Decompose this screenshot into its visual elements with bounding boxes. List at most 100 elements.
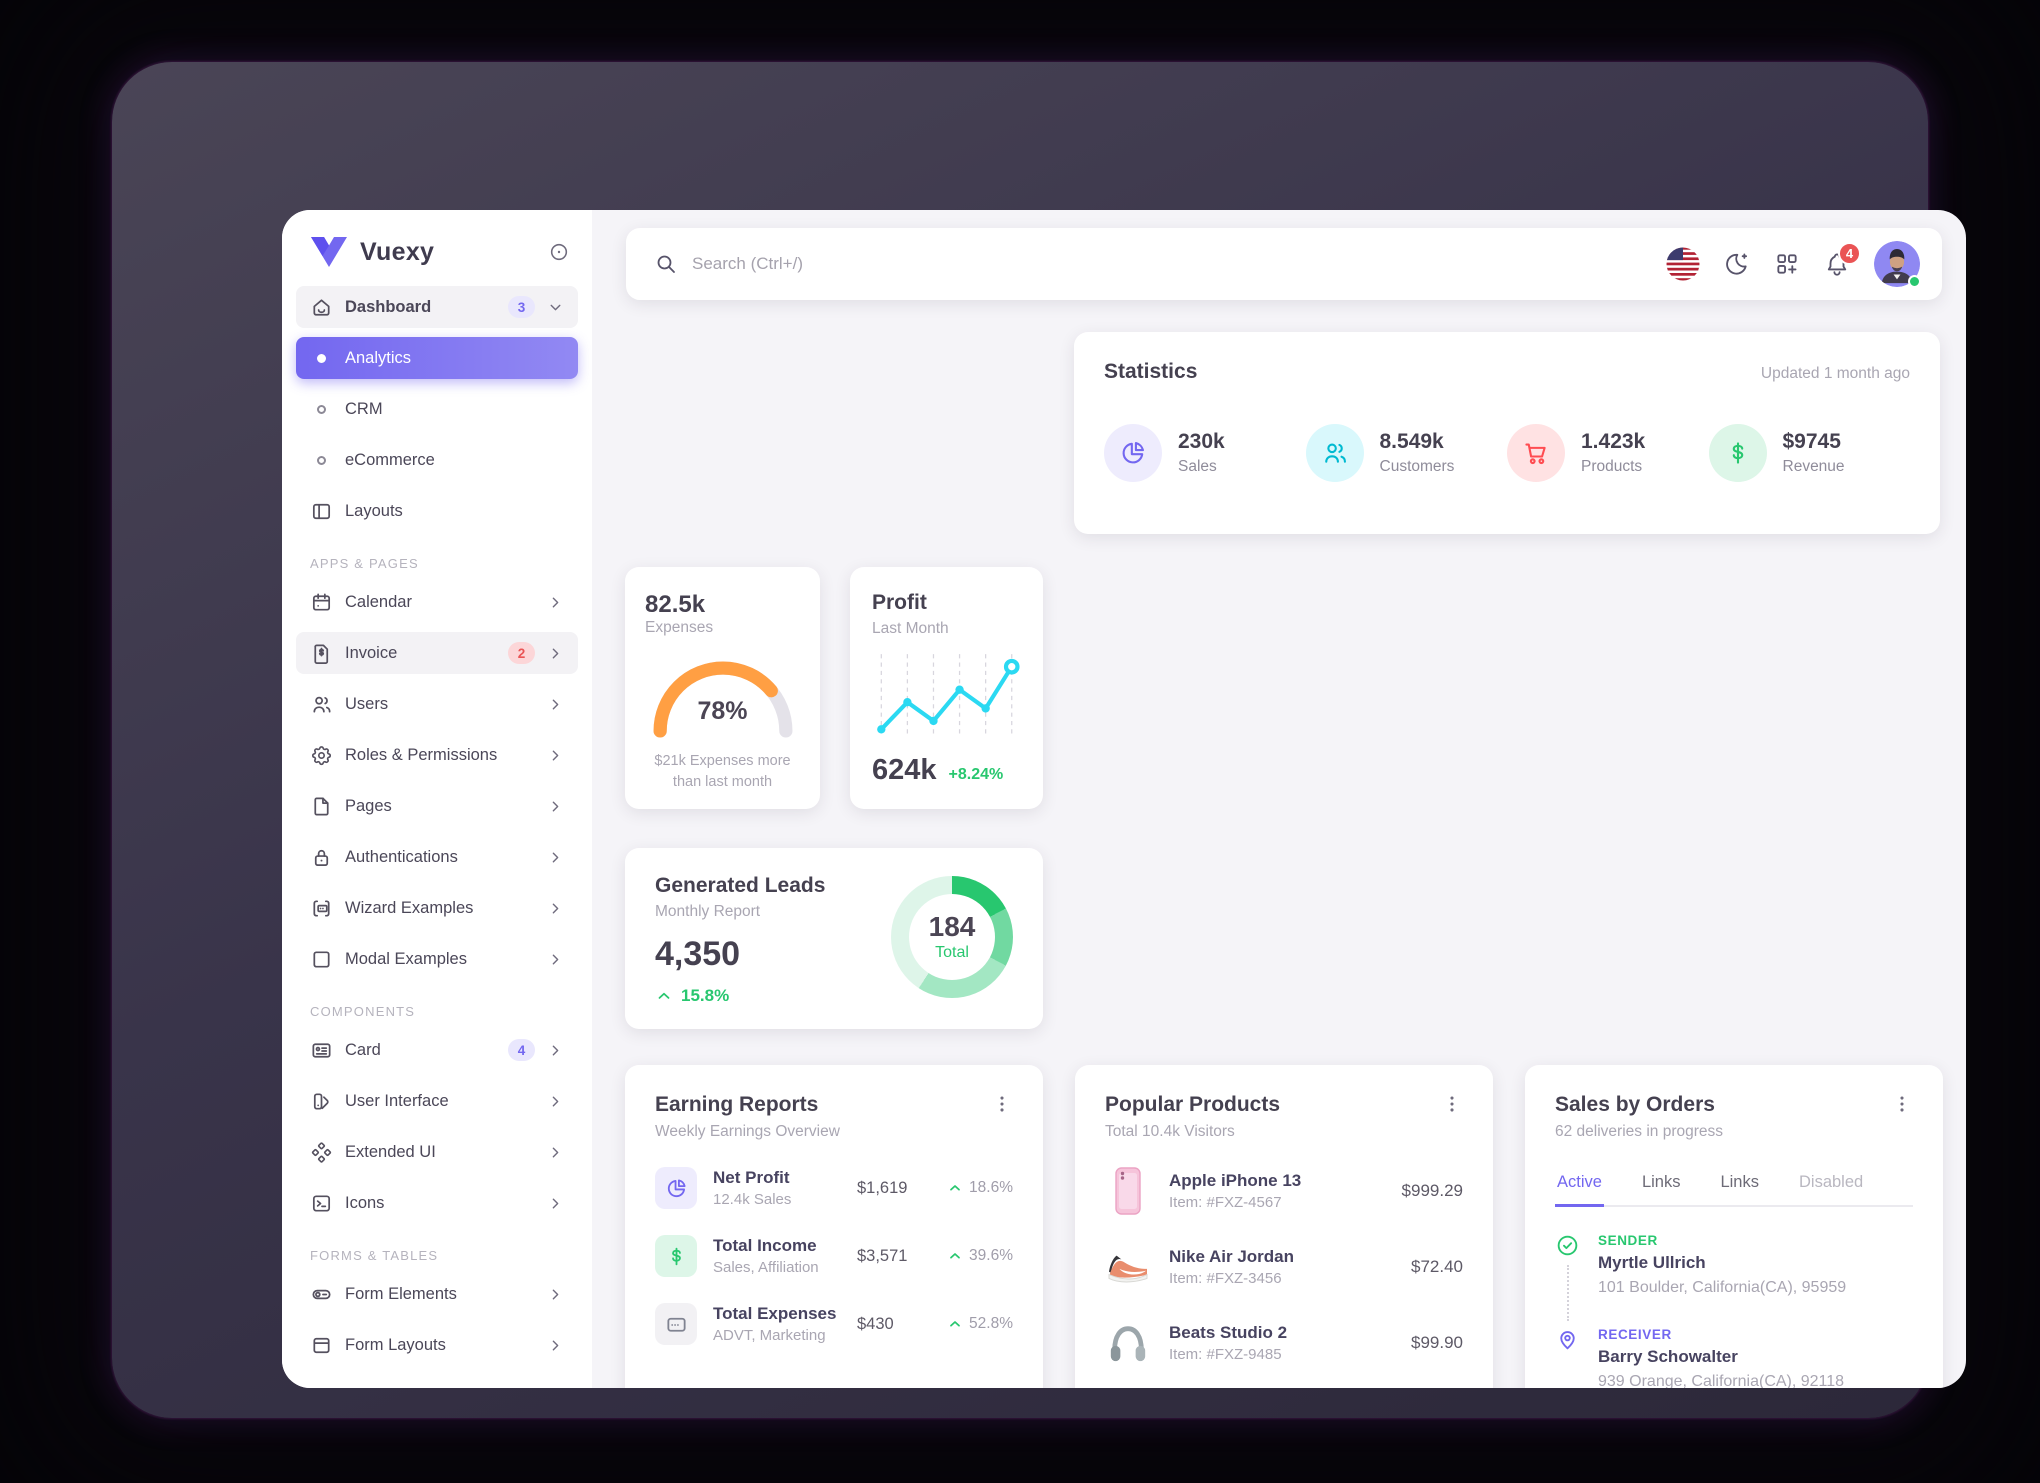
us-flag-icon[interactable] (1666, 247, 1700, 281)
sidebar-item-ecommerce[interactable]: eCommerce (296, 439, 578, 481)
stat-value: 8.549k (1379, 430, 1444, 453)
expenses-percent: 78% (697, 697, 748, 725)
tab-active[interactable]: Active (1555, 1165, 1604, 1207)
leads-title: Generated Leads (655, 874, 826, 897)
sidebar-item-label: CRM (345, 399, 383, 418)
product-item-code: Item: #FXZ-9485 (1169, 1346, 1282, 1363)
section-components: COMPONENTS (310, 1004, 416, 1019)
stat-revenue: $9745 Revenue (1708, 424, 1911, 482)
leads-subtitle: Monthly Report (655, 903, 761, 920)
orders-subtitle: 62 deliveries in progress (1555, 1123, 1724, 1140)
kebab-menu-icon[interactable] (1891, 1093, 1913, 1115)
products-subtitle: Total 10.4k Visitors (1105, 1123, 1235, 1140)
tab-links-2[interactable]: Links (1720, 1173, 1759, 1191)
sidebar-item-modal-examples[interactable]: Modal Examples (296, 938, 578, 980)
earning-row-value: $3,571 (857, 1246, 908, 1265)
online-status-dot (1908, 275, 1921, 288)
sidebar-item-layouts[interactable]: Layouts (296, 490, 578, 532)
sidebar-item-label: Card (345, 1040, 381, 1059)
expenses-value: 82.5k (645, 591, 706, 618)
chevron-right-icon (552, 699, 559, 709)
wizard-icon (313, 899, 330, 917)
sidebar-item-card[interactable]: Card 4 (296, 1029, 578, 1071)
sidebar-item-form-elements[interactable]: Form Elements (296, 1273, 578, 1315)
sidebar-item-label: Roles & Permissions (345, 745, 498, 764)
bullet-icon (317, 455, 326, 465)
check-circle-icon (1557, 1235, 1578, 1256)
profit-subtitle: Last Month (872, 620, 949, 637)
sidebar-item-analytics[interactable]: Analytics (296, 337, 578, 379)
sidebar-item-icons[interactable]: Icons (296, 1182, 578, 1224)
sidebar-item-users[interactable]: Users (296, 683, 578, 725)
sidebar-item-crm[interactable]: CRM (296, 388, 578, 430)
square-icon (313, 950, 330, 968)
sidebar-item-wizard-examples[interactable]: Wizard Examples (296, 887, 578, 929)
product-name: Beats Studio 2 (1169, 1323, 1288, 1342)
sidebar-item-label: Modal Examples (345, 949, 467, 968)
product-row-iphone[interactable]: Apple iPhone 13 Item: #FXZ-4567 $999.29 (1105, 1165, 1463, 1217)
diamonds-icon (311, 1141, 332, 1163)
user-avatar[interactable] (1874, 241, 1921, 288)
product-item-code: Item: #FXZ-4567 (1169, 1194, 1282, 1211)
sidebar-item-invoice[interactable]: Invoice 2 (296, 632, 578, 674)
sidebar-item-form-layouts[interactable]: Form Layouts (296, 1324, 578, 1366)
search-input[interactable] (692, 254, 1666, 274)
stat-products: 1.423k Products (1507, 424, 1709, 482)
caret-up-icon (950, 1253, 960, 1259)
earning-row-net-profit: Net Profit 12.4k Sales $1,619 18.6% (655, 1167, 1013, 1209)
users-icon (1305, 424, 1364, 482)
sidebar-item-label: Analytics (345, 348, 412, 367)
earning-row-subtitle: 12.4k Sales (713, 1191, 792, 1208)
product-row-nike[interactable]: Nike Air Jordan Item: #FXZ-3456 $72.40 (1105, 1241, 1463, 1293)
home-icon (313, 298, 330, 316)
product-row-beats[interactable]: Beats Studio 2 Item: #FXZ-9485 $99.90 (1105, 1317, 1463, 1369)
grid-plus-icon[interactable] (1774, 251, 1800, 277)
caret-up-icon (950, 1321, 960, 1327)
sender-name: Myrtle Ullrich (1598, 1253, 1706, 1272)
stat-label: Sales (1178, 458, 1217, 475)
sidebar-item-user-interface[interactable]: User Interface (296, 1080, 578, 1122)
sidebar-item-calendar[interactable]: Calendar (296, 581, 578, 623)
statistics-updated: Updated 1 month ago (1760, 365, 1910, 382)
earning-row-total-income: Total Income Sales, Affiliation $3,571 3… (655, 1235, 1013, 1277)
notifications-button[interactable]: 4 (1824, 242, 1861, 277)
product-item-code: Item: #FXZ-3456 (1169, 1270, 1282, 1287)
statistics-title: Statistics (1104, 360, 1198, 383)
profit-title: Profit (872, 591, 927, 614)
popular-products-card: Popular Products Total 10.4k Visitors A (1075, 1065, 1493, 1388)
sidebar-item-dashboard[interactable]: Dashboard 3 (296, 286, 578, 328)
donut-total-value: 184 (928, 910, 976, 942)
id-card-icon (312, 1042, 331, 1058)
kebab-menu-icon[interactable] (991, 1093, 1013, 1115)
delivery-timeline: SENDER Myrtle Ullrich 101 Boulder, Calif… (1555, 1233, 1913, 1388)
timeline-receiver: RECEIVER Barry Schowalter 939 Orange, Ca… (1555, 1327, 1913, 1388)
layout-navbar-icon (313, 1337, 330, 1353)
product-price: $99.90 (1411, 1333, 1463, 1352)
sidebar-item-extended-ui[interactable]: Extended UI (296, 1131, 578, 1173)
chevron-right-icon (552, 1096, 559, 1106)
chevron-right-icon (552, 1147, 559, 1157)
dollar-icon (1708, 424, 1767, 482)
invoice-badge: 2 (508, 642, 535, 664)
bullet-icon (317, 404, 326, 414)
sidebar-pin-icon[interactable] (548, 241, 570, 263)
kebab-menu-icon[interactable] (1441, 1093, 1463, 1115)
search-icon[interactable] (654, 252, 678, 276)
chevron-right-icon (552, 648, 559, 658)
lock-icon (314, 849, 329, 866)
chevron-right-icon (552, 1198, 559, 1208)
chevron-down-icon (550, 304, 561, 310)
sidebar-item-roles-permissions[interactable]: Roles & Permissions (296, 734, 578, 776)
moon-icon[interactable] (1724, 251, 1750, 277)
layout-sidebar-icon (312, 503, 331, 519)
earning-row-total-expenses: Total Expenses ADVT, Marketing $430 52.8… (655, 1303, 1013, 1345)
calendar-icon (312, 592, 331, 611)
stat-value: $9745 (1782, 430, 1841, 453)
sidebar-item-authentications[interactable]: Authentications (296, 836, 578, 878)
header-bar: 4 (626, 228, 1942, 300)
sidebar-item-pages[interactable]: Pages (296, 785, 578, 827)
brand-row[interactable]: Vuexy (296, 228, 578, 286)
earning-row-value: $430 (857, 1314, 894, 1333)
chart-pie-icon (655, 1167, 697, 1209)
tab-links-1[interactable]: Links (1641, 1173, 1681, 1191)
